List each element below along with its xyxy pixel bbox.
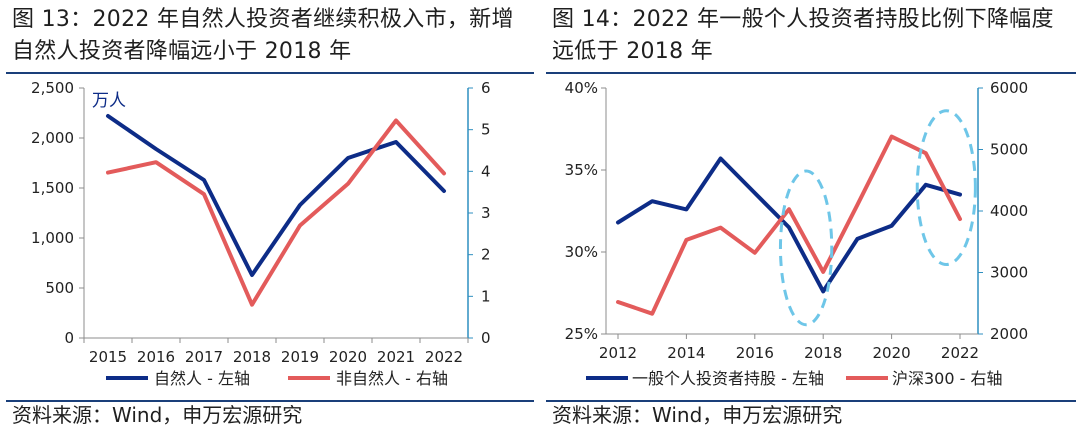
title-rule	[6, 72, 534, 74]
y-left-tick-label: 30%	[565, 243, 598, 261]
y-right-tick-label: 0	[481, 329, 491, 347]
source-rule	[546, 400, 1076, 402]
source-note: 资料来源：Wind，申万宏源研究	[552, 403, 843, 427]
x-tick-label: 2012	[599, 344, 637, 362]
legend-label: 非自然人 - 右轴	[336, 369, 448, 388]
figure-title: 图 14：2022 年一般个人投资者持股比例下降幅度远低于 2018 年	[552, 7, 1054, 64]
y-left-tick-label: 35%	[565, 161, 598, 179]
y-left-tick-label: 1,000	[31, 229, 74, 247]
x-tick-label: 2018	[233, 348, 271, 366]
panel-figure-13: 图 13：2022 年自然人投资者继续积极入市，新增自然人投资者降幅远小于 20…	[6, 0, 534, 443]
legend-label: 沪深300 - 右轴	[892, 369, 1003, 388]
y-left-tick-label: 25%	[565, 325, 598, 343]
line-chart: 0 500 1,000 1,500 2,000 2,500 0 1 2 3 4 5 6 2015 2016 2…	[31, 79, 491, 388]
panel-figure-14: 图 14：2022 年一般个人投资者持股比例下降幅度远低于 2018 年 25%…	[546, 0, 1076, 443]
y-left-tick-label: 2,000	[31, 129, 74, 147]
x-tick-label: 2016	[736, 344, 774, 362]
x-tick-label: 2021	[377, 348, 415, 366]
x-tick-label: 2022	[425, 348, 463, 366]
title-rule	[546, 72, 1076, 74]
y-right-tick-label: 6	[481, 79, 491, 97]
highlight-ellipse	[778, 169, 834, 327]
y-right-tick-label: 1	[481, 287, 491, 305]
y-right-tick-label: 5	[481, 121, 491, 139]
legend-label: 自然人 - 左轴	[154, 369, 250, 388]
series-line-1	[106, 114, 446, 277]
y-right-tick-label: 4	[481, 162, 491, 180]
y-left-tick-label: 1,500	[31, 179, 74, 197]
x-tick-label: 2016	[137, 348, 175, 366]
line-chart: 25% 30% 35% 40% 2000 3000 4000 5000 6000 2012 2014…	[565, 79, 1029, 388]
y-left-tick-label: 40%	[565, 79, 598, 97]
y-right-tick-label: 3000	[990, 264, 1028, 282]
figure-title: 图 13：2022 年自然人投资者继续积极入市，新增自然人投资者降幅远小于 20…	[12, 7, 514, 64]
x-tick-label: 2015	[89, 348, 127, 366]
y-right-tick-label: 2	[481, 246, 491, 264]
y-right-tick-label: 2000	[990, 325, 1028, 343]
highlight-ellipse	[915, 109, 977, 267]
source-note: 资料来源：Wind，申万宏源研究	[12, 403, 303, 427]
series-line-1	[616, 156, 962, 294]
y-right-tick-label: 6000	[990, 79, 1028, 97]
y-left-tick-label: 2,500	[31, 79, 74, 97]
x-tick-label: 2018	[804, 344, 842, 362]
y-left-tick-label: 0	[64, 329, 74, 347]
x-tick-label: 2017	[185, 348, 223, 366]
chart-figure-13: 0 500 1,000 1,500 2,000 2,500 0 1 2 3 4 5 6 2015 2016 2…	[6, 76, 534, 402]
y-left-tick-label: 500	[45, 279, 74, 297]
y-right-tick-label: 5000	[990, 141, 1028, 159]
x-tick-label: 2020	[329, 348, 367, 366]
source-rule	[6, 400, 534, 402]
x-tick-label: 2014	[667, 344, 705, 362]
chart-figure-14: 25% 30% 35% 40% 2000 3000 4000 5000 6000 2012 2014…	[546, 76, 1076, 402]
y-right-tick-label: 3	[481, 204, 491, 222]
x-tick-label: 2022	[941, 344, 979, 362]
series-line-2	[106, 118, 446, 307]
x-tick-label: 2020	[873, 344, 911, 362]
series-line-2	[616, 134, 962, 316]
y-right-tick-label: 4000	[990, 202, 1028, 220]
unit-label: 万人	[92, 91, 126, 111]
x-tick-label: 2019	[281, 348, 319, 366]
legend-label: 一般个人投资者持股 - 左轴	[632, 369, 824, 388]
